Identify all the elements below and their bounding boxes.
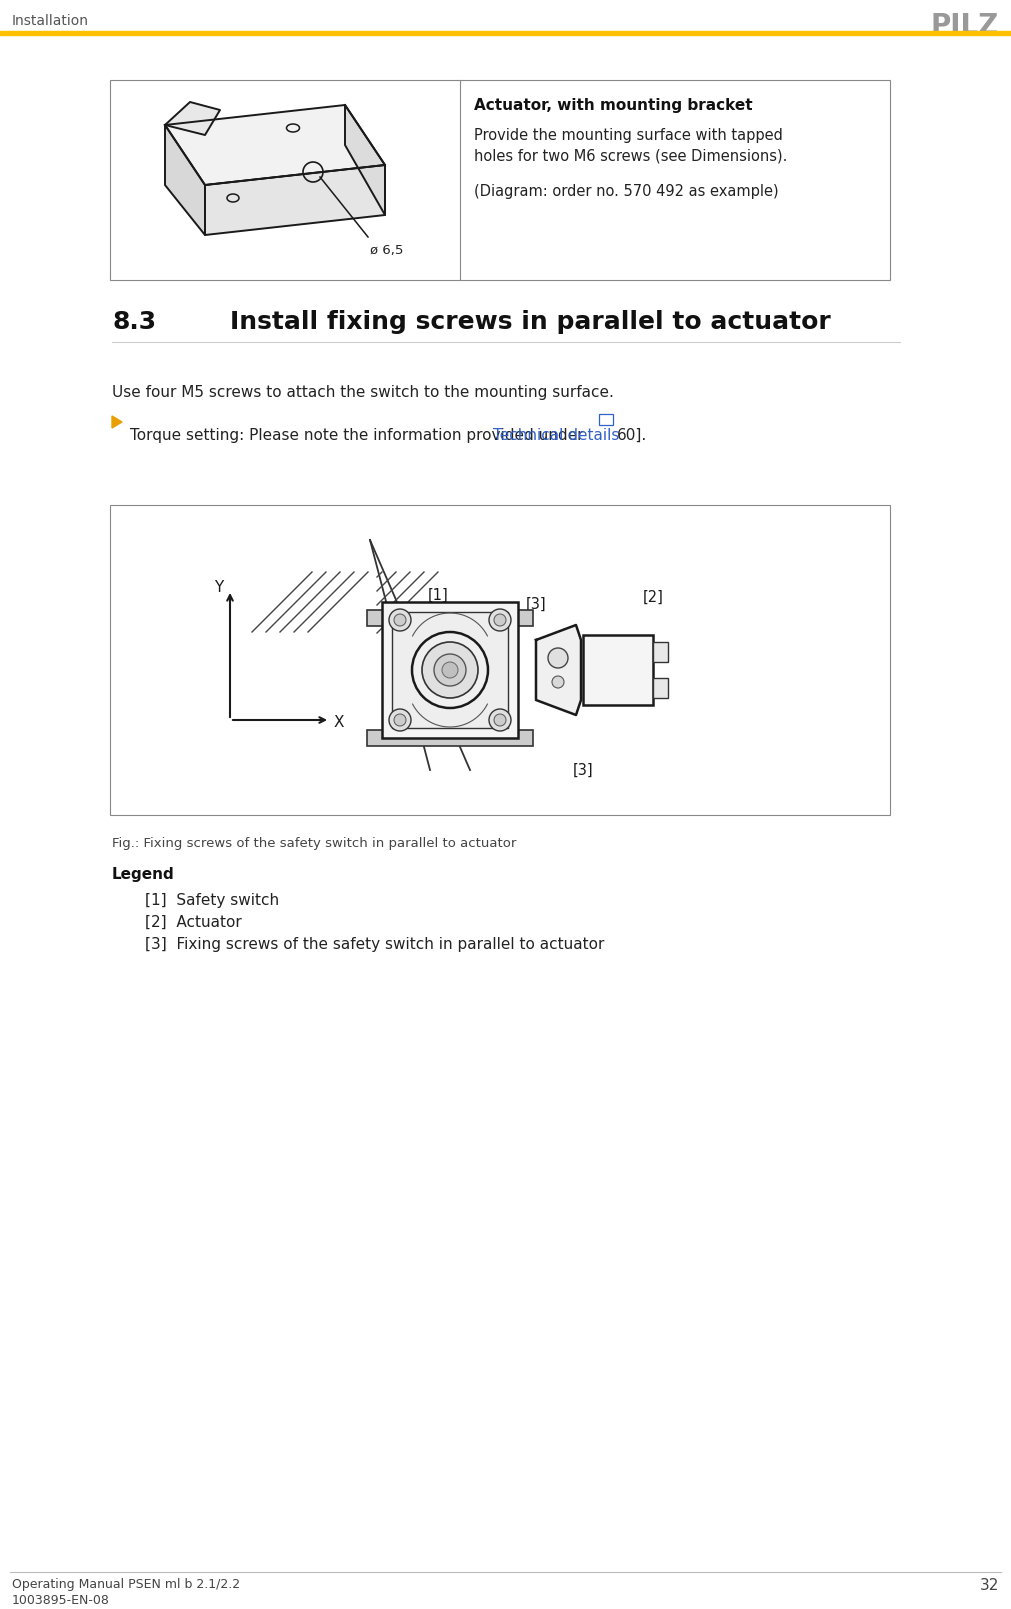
Text: Use four M5 screws to attach the switch to the mounting surface.: Use four M5 screws to attach the switch … <box>112 385 614 401</box>
Circle shape <box>389 608 411 631</box>
Text: Install fixing screws in parallel to actuator: Install fixing screws in parallel to act… <box>229 311 831 335</box>
Circle shape <box>394 714 406 726</box>
Circle shape <box>422 642 478 698</box>
Text: Operating Manual PSEN ml b 2.1/2.2: Operating Manual PSEN ml b 2.1/2.2 <box>12 1578 241 1591</box>
Text: [1]: [1] <box>428 587 449 603</box>
Bar <box>367 730 533 747</box>
Text: holes for two M6 screws (see Dimensions).: holes for two M6 screws (see Dimensions)… <box>474 148 788 163</box>
Circle shape <box>494 615 506 626</box>
Polygon shape <box>165 101 220 135</box>
Bar <box>653 677 668 698</box>
Text: [3]: [3] <box>573 763 593 779</box>
Polygon shape <box>205 166 385 235</box>
Circle shape <box>548 648 568 668</box>
Text: [3]: [3] <box>526 597 547 611</box>
Text: 60].: 60]. <box>617 428 647 442</box>
Circle shape <box>394 615 406 626</box>
Bar <box>583 636 653 705</box>
Text: Technical details: Technical details <box>492 428 619 442</box>
Text: Legend: Legend <box>112 867 175 882</box>
Circle shape <box>389 710 411 730</box>
Circle shape <box>494 714 506 726</box>
Text: 1003895-EN-08: 1003895-EN-08 <box>12 1595 110 1607</box>
Bar <box>653 642 668 661</box>
Circle shape <box>489 710 511 730</box>
Text: 32: 32 <box>980 1578 999 1593</box>
Bar <box>392 611 508 727</box>
Text: ø 6,5: ø 6,5 <box>370 245 403 257</box>
Bar <box>110 505 890 816</box>
Bar <box>382 602 518 739</box>
Text: [3]  Fixing screws of the safety switch in parallel to actuator: [3] Fixing screws of the safety switch i… <box>145 936 605 953</box>
Text: [2]: [2] <box>643 591 664 605</box>
Circle shape <box>442 661 458 677</box>
Circle shape <box>552 676 564 689</box>
Text: PILZ: PILZ <box>931 11 999 40</box>
Circle shape <box>412 632 488 708</box>
Bar <box>600 414 614 425</box>
Text: Y: Y <box>214 579 223 595</box>
Text: [2]  Actuator: [2] Actuator <box>145 916 242 930</box>
Polygon shape <box>536 624 581 714</box>
Bar <box>110 80 890 280</box>
Bar <box>0 31 1011 35</box>
Text: Installation: Installation <box>12 14 89 27</box>
Text: 8.3: 8.3 <box>112 311 156 335</box>
Circle shape <box>489 608 511 631</box>
Polygon shape <box>165 126 205 235</box>
Text: Torque setting: Please note the information provided under: Torque setting: Please note the informat… <box>130 428 588 442</box>
Text: Actuator, with mounting bracket: Actuator, with mounting bracket <box>474 98 752 113</box>
Text: (Diagram: order no. 570 492 as example): (Diagram: order no. 570 492 as example) <box>474 183 778 200</box>
Circle shape <box>434 653 466 685</box>
Text: X: X <box>334 714 345 730</box>
Polygon shape <box>112 417 122 428</box>
Polygon shape <box>345 105 385 216</box>
Polygon shape <box>165 105 385 185</box>
Text: Fig.: Fixing screws of the safety switch in parallel to actuator: Fig.: Fixing screws of the safety switch… <box>112 837 517 850</box>
Text: [1]  Safety switch: [1] Safety switch <box>145 893 279 907</box>
Bar <box>367 610 533 626</box>
Text: Provide the mounting surface with tapped: Provide the mounting surface with tapped <box>474 129 783 143</box>
